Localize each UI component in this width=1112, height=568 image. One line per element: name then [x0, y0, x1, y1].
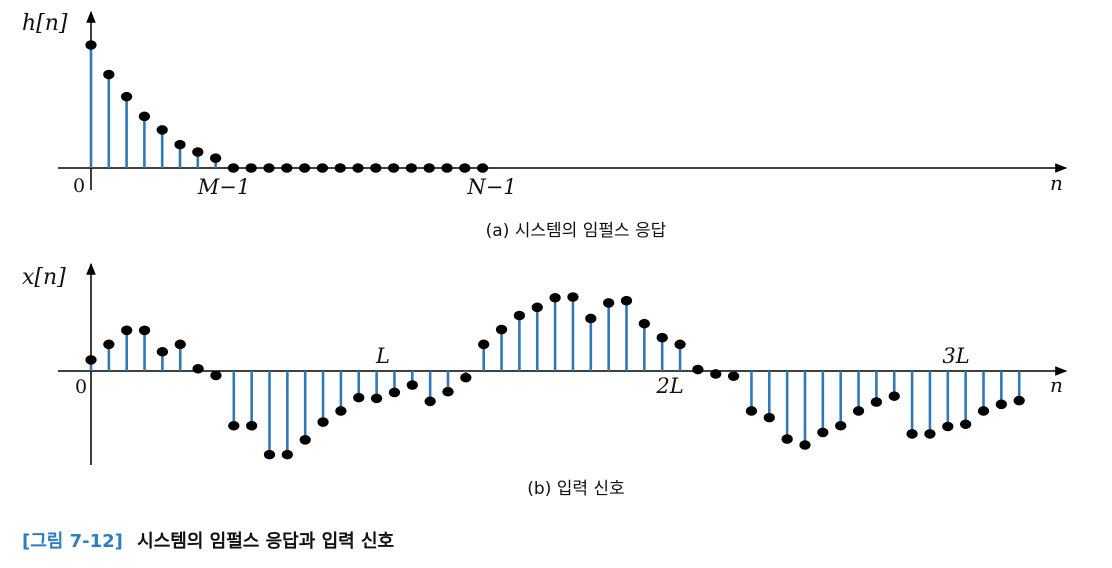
plot-b-stem-point — [710, 369, 722, 379]
plot-b-stem-point — [817, 427, 829, 438]
plot-b-stem-point — [156, 346, 168, 357]
plot-a-stem-point — [85, 40, 97, 50]
plot-b-stem-point — [478, 339, 490, 350]
plot-b-stem-point — [585, 313, 597, 324]
plot-a-y-label: h[n] — [22, 11, 68, 36]
plot-a-stem-point — [334, 163, 346, 173]
plot-b-stem-point — [335, 406, 347, 416]
plot-a-stem-point — [459, 163, 471, 173]
plot-a-stem-point — [405, 163, 417, 173]
figure-caption-title: 시스템의 임펄스 응답과 입력 신호 — [137, 530, 394, 552]
plot-b-origin-label: 0 — [75, 376, 87, 398]
plot-a-stem-point — [103, 69, 115, 80]
plot-b-stem-point — [763, 412, 775, 423]
plot-b-stem-point — [317, 417, 329, 427]
figure-caption: [그림 7-12] 시스템의 임펄스 응답과 입력 신호 — [22, 530, 394, 552]
plot-b-stem-point — [977, 406, 990, 416]
plot-a-stem-point — [263, 163, 275, 173]
plot-b-stem-point — [603, 298, 615, 308]
plot-a-x-label: n — [1050, 171, 1063, 195]
plot-b-stem-point — [388, 387, 401, 398]
plot-b-y-label: x[n] — [22, 265, 66, 290]
plot-a-stem-point — [352, 163, 364, 173]
plot-a-origin-label: 0 — [73, 175, 85, 197]
input-signal-plot: x[n] 0 L 2L 3L n (b) 입력 신호 — [22, 262, 1068, 499]
plot-b-stem-point — [281, 449, 293, 460]
plot-a-stem-point — [281, 163, 293, 173]
figure-caption-label: [그림 7-12] — [22, 531, 123, 552]
plot-a-stem-point — [192, 147, 204, 157]
plot-a-stem-point — [174, 139, 186, 150]
plot-a-stems — [85, 40, 489, 173]
plot-b-stem-point — [942, 421, 954, 432]
plot-b-stem-point — [513, 310, 526, 321]
plot-b-stem-point — [299, 435, 311, 445]
plot-b-stem-point — [174, 339, 186, 350]
plot-b-stem-point — [460, 372, 472, 383]
plot-b-stem-point — [870, 397, 883, 407]
plot-b-stem-point — [995, 399, 1007, 410]
plot-b-stem-point — [192, 363, 204, 374]
plot-b-stem-point — [728, 371, 740, 381]
plot-b-tick-label-3l: 3L — [942, 344, 969, 368]
plot-a-caption: (a) 시스템의 임펄스 응답 — [486, 221, 667, 241]
plot-b-stem-point — [656, 332, 668, 343]
plot-b-stem-point — [674, 339, 686, 350]
plot-a-tick-label-m-minus-1: M−1 — [197, 175, 250, 199]
plot-b-stem-point — [924, 429, 936, 439]
plot-b-stem-point — [960, 419, 972, 430]
plot-b-x-label: n — [1050, 373, 1063, 397]
plot-b-stem-point — [549, 292, 561, 303]
plot-b-stem-point — [353, 392, 365, 403]
plot-b-stem-point — [263, 449, 276, 460]
plot-b-stem-point — [745, 406, 758, 416]
plot-a-stem-point — [441, 163, 453, 173]
plot-b-tick-label-2l: 2L — [655, 374, 683, 398]
plot-a-stem-point — [156, 125, 168, 135]
plot-b-stem-point — [121, 325, 133, 336]
plot-b-stem-point — [852, 406, 865, 416]
plot-b-stem-point — [246, 420, 258, 431]
plot-b-stem-point — [692, 364, 704, 375]
plot-a-stem-point — [121, 91, 133, 102]
plot-a-stem-point — [423, 163, 435, 173]
plot-b-stem-point — [888, 391, 900, 401]
plot-a-tick-label-n-minus-1: N−1 — [466, 175, 516, 199]
plot-b-stem-point — [638, 318, 650, 329]
impulse-response-plot: h[n] 0 M−1 N−1 n (a) 시스템의 임펄스 응답 — [22, 10, 1068, 241]
plot-a-stem-point — [388, 163, 400, 173]
plot-a-stem-point — [227, 163, 239, 173]
plot-b-stem-point — [531, 302, 543, 313]
plot-b-stem-point — [406, 380, 418, 390]
plot-b-stem-point — [424, 396, 436, 407]
plot-a-stem-point — [138, 111, 150, 122]
plot-b-stem-point — [567, 292, 579, 302]
plot-b-stem-point — [138, 325, 151, 336]
plot-a-stem-point — [245, 163, 257, 173]
plot-b-caption: (b) 입력 신호 — [527, 479, 624, 499]
plot-b-stem-point — [620, 295, 633, 306]
plot-b-stem-point — [442, 386, 454, 397]
plot-a-stem-point — [370, 163, 382, 173]
plot-b-stem-point — [103, 339, 115, 350]
plot-b-stem-point — [799, 440, 811, 450]
plot-b-stem-point — [210, 370, 222, 381]
plot-b-tick-label-l: L — [375, 344, 390, 368]
plot-b-stem-point — [228, 420, 240, 431]
plot-b-stem-point — [835, 420, 847, 431]
plot-b-stem-point — [781, 434, 793, 444]
plot-a-stem-point — [477, 163, 489, 173]
plot-a-stem-point — [299, 163, 311, 173]
plot-b-stems — [85, 292, 1025, 460]
plot-b-stem-point — [371, 393, 383, 404]
plot-b-stem-point — [495, 324, 508, 335]
plot-a-stem-point — [210, 153, 222, 163]
plot-b-stem-point — [906, 429, 918, 439]
plot-a-stem-point — [316, 163, 328, 173]
plot-b-stem-point — [1013, 395, 1025, 406]
plot-b-stem-point — [85, 355, 97, 365]
